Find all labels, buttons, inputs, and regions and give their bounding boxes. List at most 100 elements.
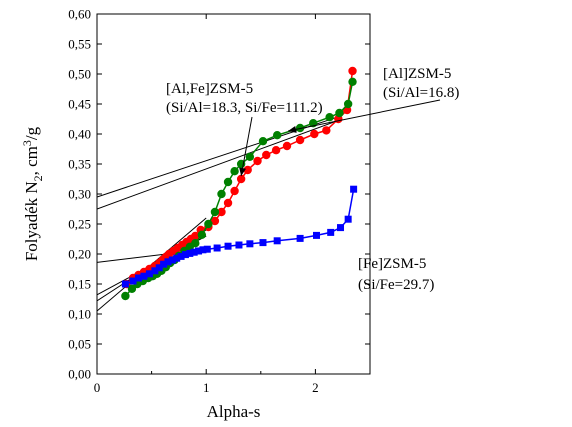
series-2-point — [129, 277, 137, 285]
series-1-point — [325, 113, 334, 122]
series-0-point — [262, 150, 271, 160]
annotation-fe-ratio: (Si/Fe=29.7) — [358, 277, 434, 293]
series-2-point — [235, 241, 243, 249]
series-1-point — [191, 239, 200, 248]
y-tick-label: 0,30 — [68, 187, 91, 202]
y-tick-label: 0,10 — [68, 307, 91, 322]
annotation-alfe-ratio: (Si/Al=18.3, Si/Fe=111.2) — [166, 100, 323, 116]
annotation-arrow-line-0 — [240, 116, 253, 177]
series-2-point — [195, 247, 203, 255]
series-0-point — [230, 186, 239, 196]
series-2-point — [344, 215, 352, 223]
series-0-point — [295, 135, 305, 145]
series-2-point — [181, 251, 189, 259]
series-1-point — [272, 131, 282, 140]
y-tick-label: 0,40 — [68, 127, 91, 142]
series-1-point — [210, 207, 220, 217]
series-1-point — [217, 189, 226, 199]
series-2-point — [177, 252, 185, 260]
fit-line-1 — [97, 120, 338, 210]
series-2-point — [213, 244, 221, 252]
axis-ticks — [96, 13, 370, 375]
series-2-point — [190, 248, 198, 256]
y-tick-label: 0,05 — [68, 337, 91, 352]
series-2-point — [160, 260, 168, 268]
y-tick-label: 0,25 — [68, 217, 91, 232]
series-0-point — [223, 198, 233, 208]
series-2-point — [224, 242, 232, 250]
series-2-point — [186, 249, 194, 257]
series-2-point — [151, 267, 159, 275]
annotation-arrow-line-1 — [288, 99, 441, 132]
y-tick-label: 0,20 — [68, 247, 91, 262]
series-2-point — [145, 270, 153, 278]
series-1-point — [245, 152, 255, 161]
series-2-point — [312, 231, 320, 239]
y-axis-label-main: Folyadék N — [22, 181, 41, 261]
y-tick-label: 0,50 — [68, 67, 91, 82]
x-axis-label: Alpha-s — [207, 402, 261, 421]
x-tick-label: 1 — [203, 380, 210, 395]
series-1-point — [295, 123, 305, 133]
series-2 — [121, 185, 358, 288]
series-1-point — [197, 230, 207, 239]
y-tick-label: 0,45 — [68, 97, 91, 112]
annotation-fe-title: [Fe]ZSM-5 — [358, 256, 426, 272]
series-0-point — [210, 216, 220, 226]
tick-labels: 0,00 0,05 0,10 0,15 0,20 0,25 0,30 0,35 0,40 0,45… — [68, 7, 318, 396]
series-1-point — [230, 167, 239, 176]
series-0-point — [271, 146, 281, 155]
series-layer — [121, 66, 358, 301]
y-axis-label-superscript: 3 — [20, 140, 34, 146]
y-tick-label: 0,60 — [68, 7, 91, 22]
annotation-arrow-head-1 — [288, 125, 297, 133]
series-2-point — [296, 234, 304, 242]
series-0-point — [348, 66, 357, 76]
series-2-point — [140, 272, 148, 280]
y-axis-label-unit-suffix: /g — [22, 126, 41, 140]
annotation-arrows — [239, 99, 441, 177]
annotation-alfe-title: [Al,Fe]ZSM-5 — [166, 81, 253, 97]
series-1-point — [204, 219, 213, 229]
series-1-point — [258, 137, 268, 146]
series-1-point — [127, 284, 137, 293]
series-2-point — [259, 239, 267, 247]
series-2-point — [173, 254, 181, 262]
annotation-al-title: [Al]ZSM-5 — [383, 66, 451, 82]
x-tick-label: 0 — [94, 380, 101, 395]
series-2-point — [199, 246, 207, 254]
series-2-point — [337, 224, 345, 232]
series-2-point — [273, 237, 281, 245]
series-2-point — [246, 240, 254, 248]
annotation-arrow-head-0 — [239, 167, 247, 176]
annotation-al-ratio: (Si/Al=16.8) — [383, 85, 459, 101]
series-2-point — [134, 274, 142, 282]
y-tick-label: 0,00 — [68, 367, 91, 382]
series-2-point — [203, 245, 211, 253]
series-1-point — [335, 108, 344, 118]
x-tick-label: 2 — [312, 380, 319, 395]
series-0-point — [322, 126, 331, 135]
series-0-point — [310, 129, 319, 139]
series-0-point — [217, 207, 226, 217]
y-tick-label: 0,55 — [68, 37, 91, 52]
series-0-point — [282, 141, 292, 151]
series-2-point — [155, 264, 163, 272]
series-2-point — [350, 185, 358, 193]
series-1-point — [348, 77, 357, 87]
series-2-point — [121, 280, 129, 288]
y-axis-label-subscript: 2 — [31, 175, 45, 181]
y-tick-label: 0,35 — [68, 157, 91, 172]
series-0-point — [191, 231, 200, 241]
series-1-point — [343, 99, 353, 109]
series-0-point — [236, 174, 246, 184]
series-1-point — [223, 177, 233, 187]
series-0-point — [253, 156, 262, 166]
y-axis-label: Folyadék N2, cm3/g — [20, 126, 45, 261]
series-0-point — [243, 165, 252, 175]
series-2-point — [164, 258, 172, 266]
y-axis-label-unit: , cm — [22, 146, 41, 175]
series-2-point — [168, 256, 176, 264]
y-tick-label: 0,15 — [68, 277, 91, 292]
